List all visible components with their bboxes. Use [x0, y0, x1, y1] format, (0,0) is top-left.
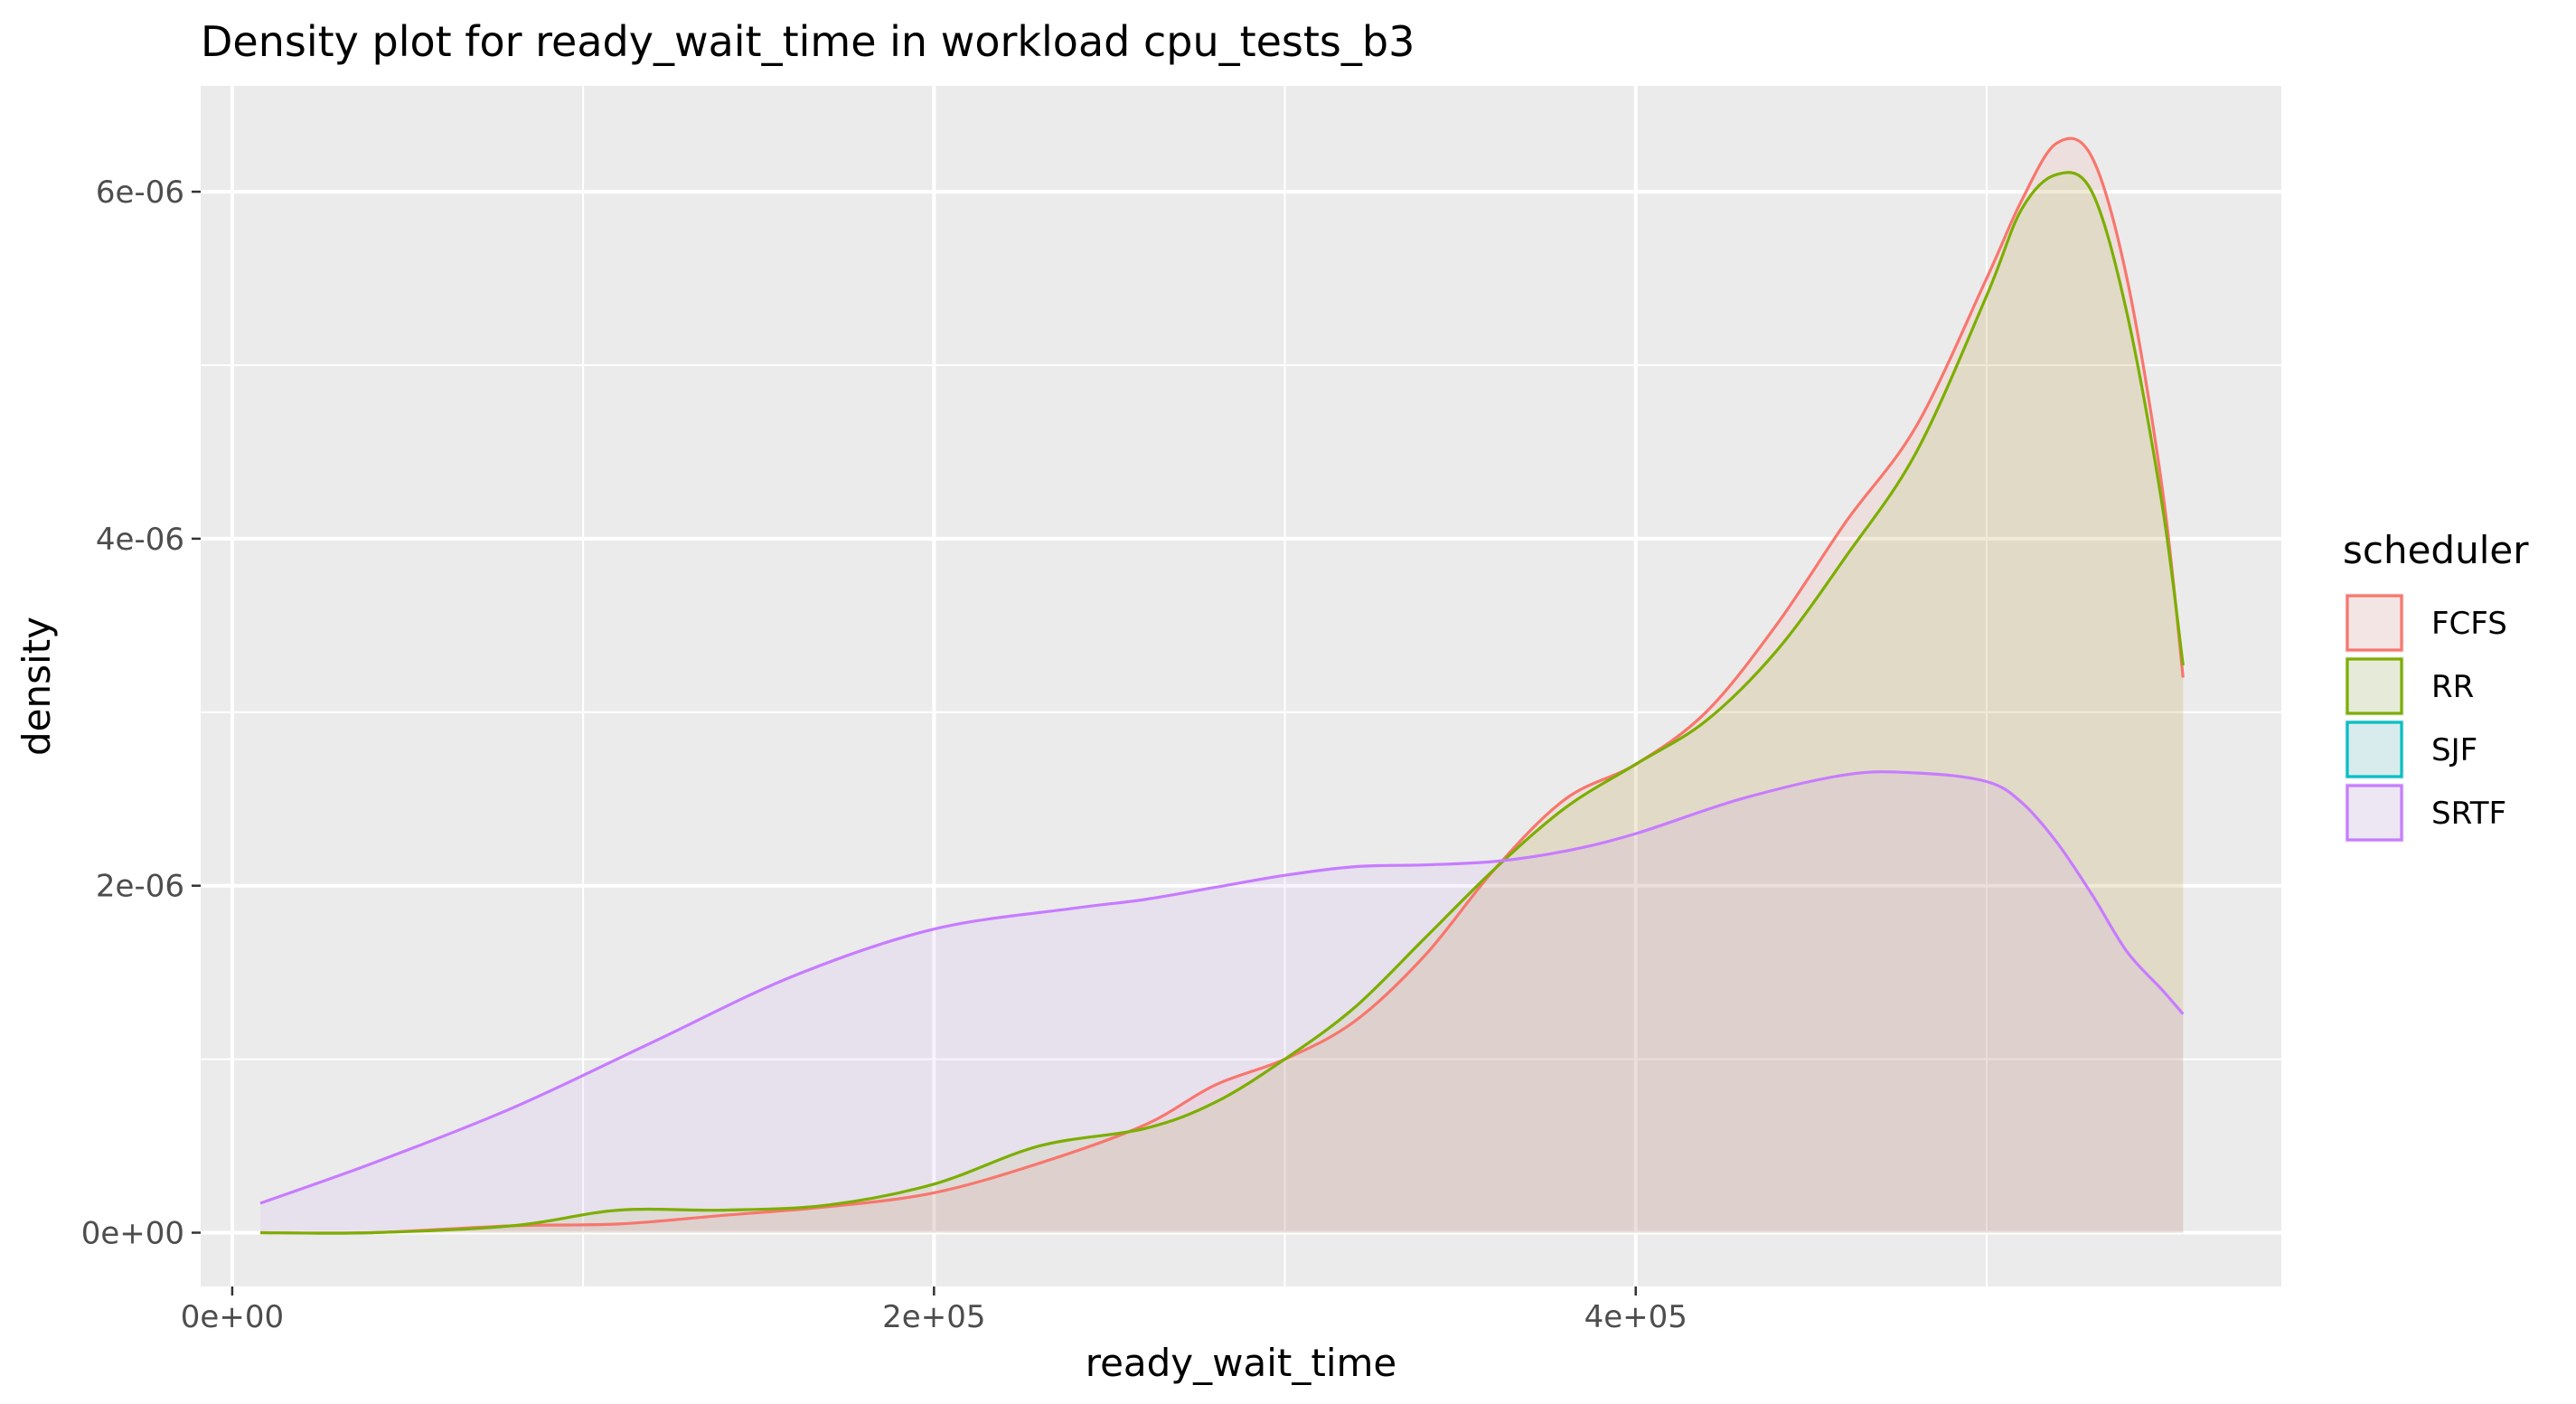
density-line-srtf: [259, 770, 2185, 1205]
legend-title: scheduler: [2343, 528, 2529, 572]
legend-label-fcfs: FCFS: [2431, 606, 2507, 642]
legend-key-srtf: [2346, 784, 2403, 842]
series-areas: [260, 138, 2184, 1234]
x-tick-label-1: 2e+05: [882, 1299, 985, 1335]
x-axis-title: ready_wait_time: [1086, 1341, 1397, 1385]
y-tick-label-1: 2e-06: [96, 869, 184, 905]
legend-key-bg-srtf: [2345, 783, 2404, 843]
legend-key-bg-sjf: [2345, 720, 2404, 779]
y-axis-title: density: [14, 617, 59, 756]
legend-label-sjf: SJF: [2431, 732, 2477, 768]
density-area-srtf: [260, 771, 2184, 1233]
x-tick-label-0: 0e+00: [181, 1299, 284, 1335]
legend: scheduler FCFS RR SJF SRTF: [2343, 528, 2529, 843]
density-area-fcfs: [260, 138, 2184, 1234]
y-tick-label-2: 4e-06: [96, 522, 184, 558]
x-axis: 0e+00 2e+05 4e+05: [181, 1286, 1688, 1335]
legend-key-bg-rr: [2345, 656, 2404, 716]
legend-key-sjf: [2346, 721, 2403, 778]
legend-label-rr: RR: [2431, 669, 2474, 705]
y-tick-label-0: 0e+00: [81, 1216, 184, 1252]
density-area-rr: [260, 172, 2184, 1234]
grid-major: [201, 86, 2281, 1286]
legend-label-srtf: SRTF: [2431, 796, 2506, 832]
series-lines: [259, 137, 2185, 1235]
legend-key-fcfs: [2346, 594, 2403, 652]
legend-key-rr: [2346, 657, 2403, 715]
y-axis: 0e+00 2e-06 4e-06 6e-06: [81, 174, 201, 1252]
chart-title: Density plot for ready_wait_time in work…: [201, 17, 1415, 66]
grid-minor: [201, 86, 2281, 1286]
legend-key-bg-fcfs: [2345, 593, 2404, 653]
x-tick-label-2: 4e+05: [1584, 1299, 1688, 1335]
y-tick-label-3: 6e-06: [96, 174, 184, 211]
density-line-rr: [259, 171, 2185, 1235]
